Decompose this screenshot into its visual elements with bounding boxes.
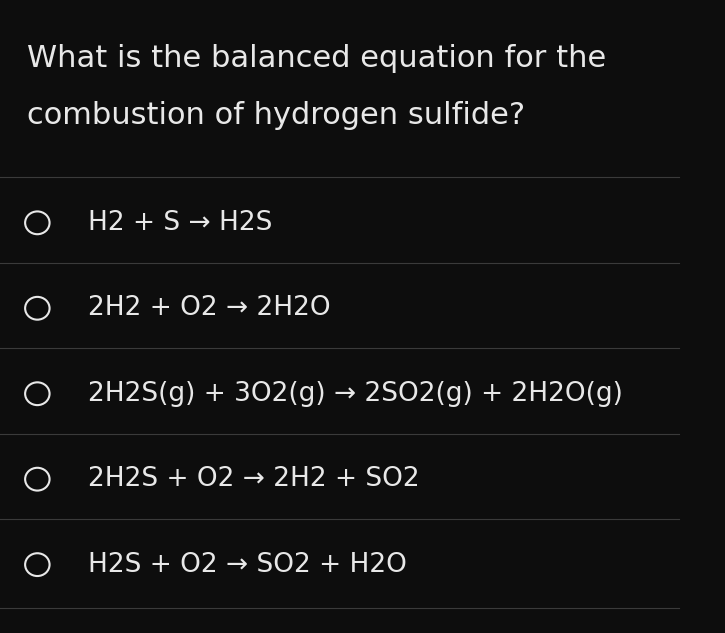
Text: combustion of hydrogen sulfide?: combustion of hydrogen sulfide? (27, 101, 526, 130)
Text: 2H2S(g) + 3O2(g) → 2SO2(g) + 2H2O(g): 2H2S(g) + 3O2(g) → 2SO2(g) + 2H2O(g) (88, 380, 624, 407)
Text: H2S + O2 → SO2 + H2O: H2S + O2 → SO2 + H2O (88, 551, 407, 578)
Text: What is the balanced equation for the: What is the balanced equation for the (27, 44, 606, 73)
Text: 2H2S + O2 → 2H2 + SO2: 2H2S + O2 → 2H2 + SO2 (88, 466, 420, 492)
Text: H2 + S → H2S: H2 + S → H2S (88, 210, 273, 236)
Text: 2H2 + O2 → 2H2O: 2H2 + O2 → 2H2O (88, 295, 331, 322)
